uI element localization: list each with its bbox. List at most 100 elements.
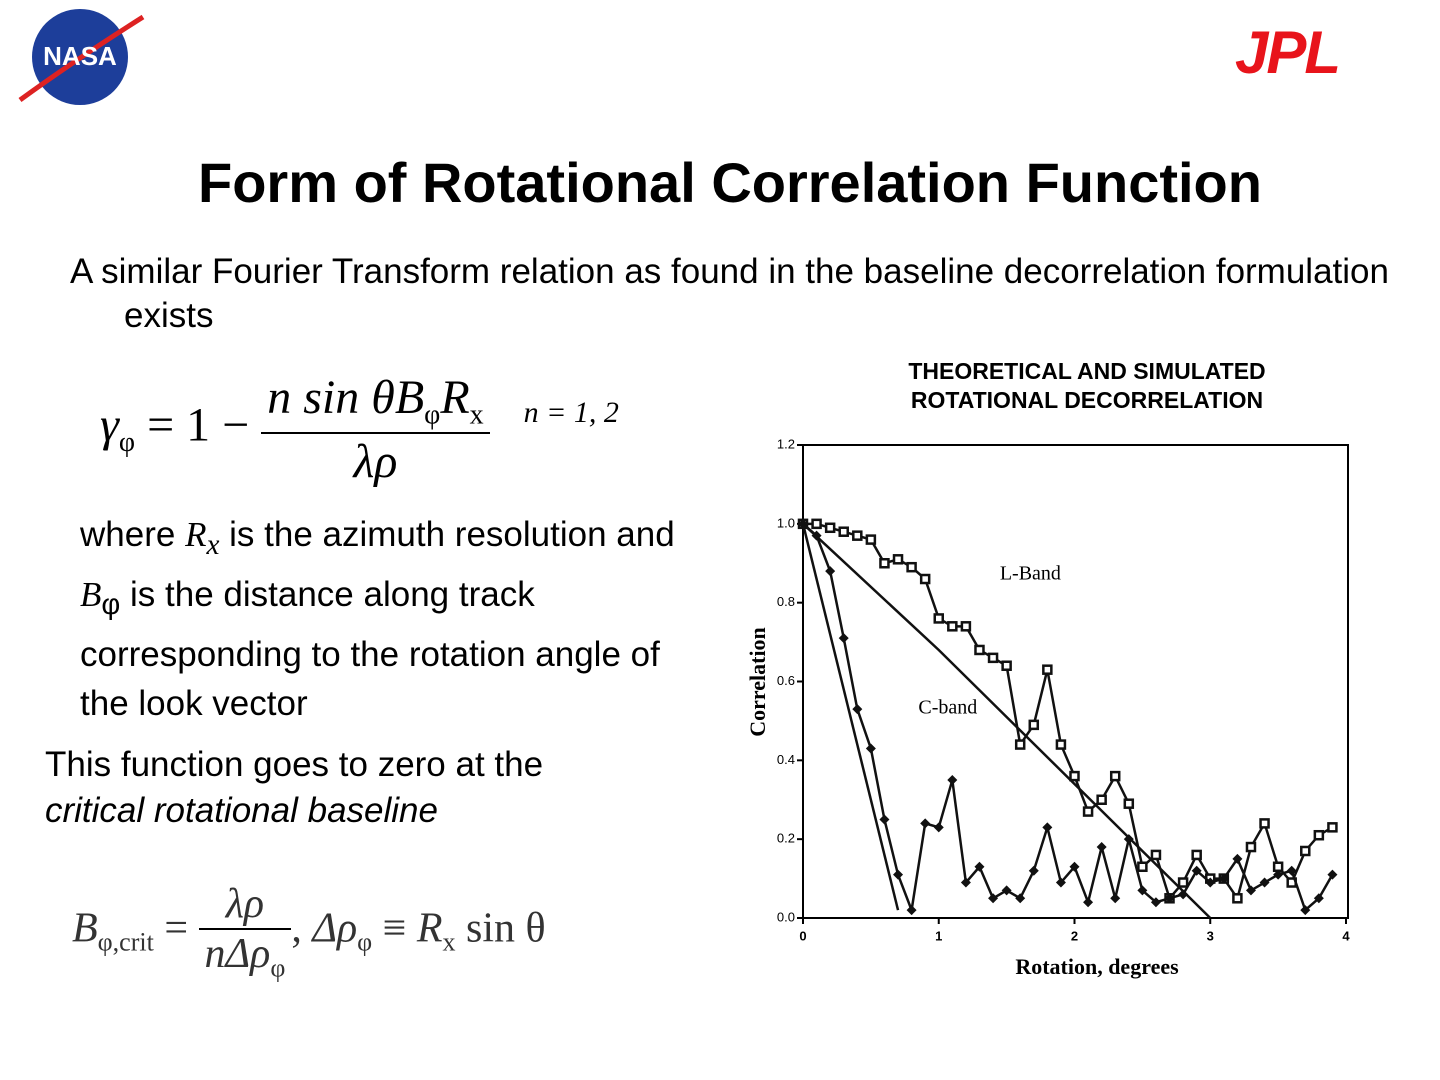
var: R xyxy=(185,515,207,554)
jpl-logo: JPL xyxy=(1235,19,1341,86)
zero-note: This function goes to zero at the critica… xyxy=(45,742,685,834)
text: is the distance along track correspondin… xyxy=(80,575,660,723)
var: B xyxy=(80,575,102,614)
diamond-marker xyxy=(1015,893,1026,904)
square-marker xyxy=(1055,739,1067,750)
diamond-marker xyxy=(1137,885,1148,896)
square-marker xyxy=(1028,719,1040,731)
square-marker xyxy=(1137,861,1148,873)
square-marker xyxy=(987,652,999,664)
slide-title: Form of Rotational Correlation Function xyxy=(198,151,1262,214)
diamond-marker xyxy=(1001,885,1012,896)
square-marker xyxy=(1014,739,1026,750)
square-marker xyxy=(1300,845,1311,857)
where-text: where Rx is the azimuth resolution and B… xyxy=(80,510,700,728)
diamond-marker xyxy=(1096,842,1107,853)
square-marker xyxy=(1096,794,1107,805)
diamond-marker xyxy=(1286,865,1297,876)
diamond-marker xyxy=(852,704,863,715)
square-marker xyxy=(947,621,958,632)
diamond-marker xyxy=(825,566,836,577)
diamond-marker xyxy=(1042,822,1053,833)
denominator: λρ xyxy=(261,434,489,489)
diamond-marker xyxy=(1232,853,1243,864)
square-marker xyxy=(852,530,863,541)
eq-sub: x xyxy=(442,927,456,957)
square-marker xyxy=(1001,660,1012,671)
annotation: L-Band xyxy=(1000,563,1061,585)
diamond-marker xyxy=(1150,897,1161,908)
eq-sub: φ xyxy=(424,399,441,431)
square-marker xyxy=(824,522,836,534)
square-marker xyxy=(1191,849,1202,861)
diamond-marker xyxy=(1028,865,1039,876)
eq-term: R xyxy=(440,371,470,424)
diamond-marker xyxy=(1055,877,1066,888)
diamond-marker xyxy=(1218,873,1229,884)
y-axis-label: Correlation xyxy=(745,627,770,737)
x-tick-label: 3 xyxy=(1207,928,1214,943)
square-marker xyxy=(1069,770,1080,782)
eq-sep: , xyxy=(291,905,302,952)
diamond-marker xyxy=(1300,905,1311,916)
intro-text: A similar Fourier Transform relation as … xyxy=(70,252,1389,335)
eq-sub: φ xyxy=(357,927,373,957)
y-tick-label: 0.8 xyxy=(777,594,795,609)
numerator: λρ xyxy=(198,880,292,930)
square-marker xyxy=(865,534,877,545)
square-marker xyxy=(879,558,890,569)
diamond-marker xyxy=(1069,861,1080,872)
eq-sub: φ xyxy=(118,426,136,458)
diamond-marker xyxy=(879,814,890,825)
series-line xyxy=(802,522,1334,915)
equation: Bφ,crit = λρ nΔρφ , Δρφ ≡ Rx sin θ xyxy=(72,880,546,983)
y-tick-label: 1.2 xyxy=(777,436,795,451)
square-marker xyxy=(919,573,931,585)
diamond-marker xyxy=(838,633,849,644)
square-marker xyxy=(960,621,972,632)
numerator: n sin θBφRx xyxy=(261,370,490,434)
square-marker xyxy=(1327,822,1338,833)
equation: γφ = 1 − n sin θBφRx λρ n = 1, 2 xyxy=(100,370,619,489)
eq-term: γ xyxy=(100,398,119,452)
plot-frame xyxy=(802,444,1349,919)
square-marker xyxy=(1313,829,1325,841)
diamond-marker xyxy=(1327,869,1338,880)
eq-sub: φ,crit xyxy=(97,927,154,957)
square-marker xyxy=(1245,841,1257,853)
eq-term: λρ xyxy=(225,881,265,927)
square-marker xyxy=(1259,818,1270,829)
x-tick-label: 4 xyxy=(1342,928,1350,943)
x-tick-label: 2 xyxy=(1071,928,1078,943)
square-marker xyxy=(974,644,985,656)
square-marker xyxy=(1232,893,1243,904)
diamond-marker xyxy=(1110,893,1121,904)
emphasis: critical rotational baseline xyxy=(45,791,438,830)
diamond-marker xyxy=(920,818,931,829)
diamond-marker xyxy=(1245,885,1256,896)
y-tick-label: 0.0 xyxy=(777,909,795,924)
diamond-marker xyxy=(893,869,904,880)
square-marker xyxy=(1082,806,1094,817)
diamond-marker xyxy=(1191,865,1202,876)
diamond-marker xyxy=(947,775,958,786)
eq-term: sin θ xyxy=(466,905,546,952)
series-line xyxy=(802,522,1212,919)
eq-term: nΔρ xyxy=(204,931,271,977)
square-marker xyxy=(906,561,917,573)
square-marker xyxy=(811,518,822,530)
square-marker xyxy=(1272,861,1284,873)
diamond-marker xyxy=(960,877,971,888)
chart-title: THEORETICAL AND SIMULATED xyxy=(908,358,1265,384)
eq-sub: φ xyxy=(270,953,286,983)
diamond-marker xyxy=(988,893,999,904)
text: where xyxy=(80,515,186,554)
eq-sub: x xyxy=(469,399,484,431)
square-marker xyxy=(933,613,944,624)
square-marker xyxy=(1042,664,1053,675)
nasa-text: NASA xyxy=(43,41,117,71)
x-tick-label: 1 xyxy=(935,928,942,943)
diamond-marker xyxy=(1259,877,1270,888)
text: is the azimuth resolution and xyxy=(219,515,675,554)
chart: THEORETICAL AND SIMULATED ROTATIONAL DEC… xyxy=(745,358,1350,979)
